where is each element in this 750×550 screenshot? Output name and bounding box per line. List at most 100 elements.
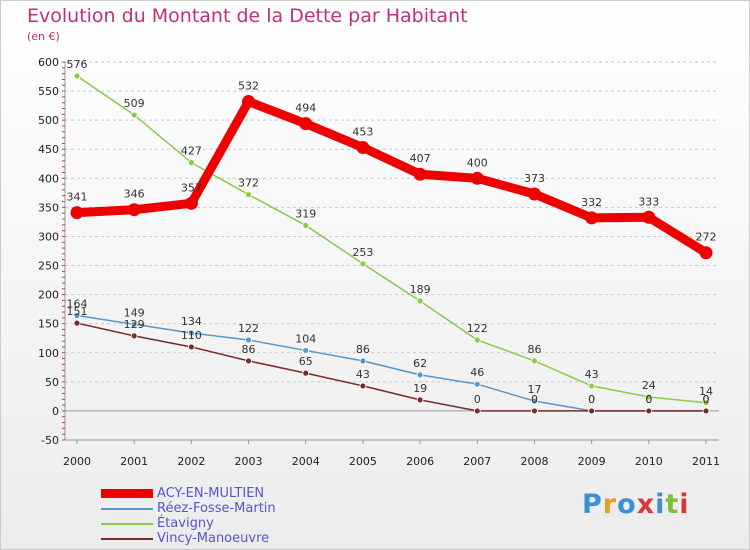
legend-item-3: Vincy-Manoeuvre bbox=[101, 531, 276, 546]
series-0-point-7 bbox=[470, 171, 484, 185]
x-tick-label-10: 2010 bbox=[635, 455, 663, 468]
series-2-label-11: 14 bbox=[699, 385, 713, 398]
legend: ACY-EN-MULTIEN Réez-Fosse-Martin Étavigny V… bbox=[101, 486, 276, 546]
series-1-point-3 bbox=[245, 336, 252, 344]
series-0-point-4 bbox=[299, 117, 313, 131]
series-2-label-6: 189 bbox=[410, 283, 431, 296]
series-0-label-10: 333 bbox=[638, 195, 659, 208]
axis-layer: -50 0 50 100 150 200 250 300 350 400 450 500 550 600 2… bbox=[38, 56, 720, 468]
series-1-point-2 bbox=[187, 329, 195, 337]
series-0-point-9 bbox=[585, 211, 599, 225]
series-3-label-9: 0 bbox=[588, 393, 595, 406]
series-3-label-7: 0 bbox=[474, 393, 481, 406]
series-3-point-1 bbox=[130, 332, 138, 340]
series-1-point-0 bbox=[73, 312, 81, 319]
series-2-point-1 bbox=[130, 111, 138, 119]
series-3-label-6: 19 bbox=[413, 382, 427, 395]
series-0-point-2 bbox=[184, 196, 198, 210]
series-2-label-5: 253 bbox=[352, 246, 373, 259]
y-tick-label-2: 50 bbox=[45, 376, 59, 389]
grid-layer bbox=[65, 61, 719, 441]
series-3-label-5: 43 bbox=[356, 368, 370, 381]
y-tick-label-13: 600 bbox=[38, 56, 59, 69]
series-0-point-1 bbox=[127, 203, 141, 217]
series-1-label-2: 134 bbox=[181, 315, 202, 328]
y-tick-label-4: 150 bbox=[38, 318, 59, 331]
y-tick-label-0: -50 bbox=[41, 434, 59, 447]
series-2-label-9: 43 bbox=[585, 368, 599, 381]
series-3-label-3: 86 bbox=[242, 343, 256, 356]
series-2-label-7: 122 bbox=[467, 322, 488, 335]
series-2-point-0 bbox=[73, 72, 81, 80]
series-3-point-7 bbox=[473, 407, 481, 415]
series-1-point-7 bbox=[473, 380, 481, 388]
series-2-label-10: 24 bbox=[642, 379, 656, 392]
series-2-label-4: 319 bbox=[295, 207, 316, 220]
series-0-point-0 bbox=[70, 206, 84, 220]
series-1-label-7: 46 bbox=[470, 366, 484, 379]
series-1-label-1: 149 bbox=[124, 306, 145, 319]
series-3-point-2 bbox=[187, 343, 195, 351]
y-tick-label-8: 350 bbox=[38, 201, 59, 214]
chart-title: Evolution du Montant de la Dette par Hab… bbox=[27, 5, 468, 27]
series-3-point-10 bbox=[645, 407, 653, 415]
series-2-point-6 bbox=[416, 297, 424, 305]
legend-item-1: Réez-Fosse-Martin bbox=[101, 501, 276, 516]
legend-label-0: ACY-EN-MULTIEN bbox=[157, 486, 265, 501]
y-tick-label-12: 550 bbox=[38, 85, 59, 98]
x-tick-label-4: 2004 bbox=[292, 455, 320, 468]
series-0-label-7: 400 bbox=[467, 156, 488, 169]
legend-label-3: Vincy-Manoeuvre bbox=[157, 531, 270, 546]
x-tick-label-5: 2005 bbox=[349, 455, 377, 468]
series-2-point-9 bbox=[588, 382, 596, 390]
series-line-3 bbox=[76, 322, 707, 412]
series-1-point-1 bbox=[130, 320, 138, 328]
series-2-label-2: 427 bbox=[181, 145, 202, 158]
series-2-label-1: 509 bbox=[124, 97, 145, 110]
series-3-point-5 bbox=[359, 382, 367, 390]
series-0-point-5 bbox=[356, 140, 370, 154]
series-1-point-6 bbox=[416, 371, 424, 379]
series-1-point-4 bbox=[302, 347, 310, 354]
series-line-2 bbox=[76, 75, 707, 404]
proxiti-logo: Proxiti bbox=[582, 489, 690, 520]
y-tick-label-6: 250 bbox=[38, 260, 59, 273]
series-2-point-2 bbox=[187, 159, 195, 167]
series-2-point-4 bbox=[302, 222, 310, 229]
series-3-label-10: 0 bbox=[645, 393, 652, 406]
legend-swatch-3 bbox=[101, 537, 153, 540]
series-3-label-11: 0 bbox=[703, 393, 710, 406]
legend-swatch-0 bbox=[101, 489, 153, 498]
chart-subtitle: (en €) bbox=[27, 30, 60, 43]
series-1-label-6: 62 bbox=[413, 357, 427, 370]
series-0-point-10 bbox=[642, 210, 656, 224]
series-3-label-0: 151 bbox=[67, 305, 88, 318]
legend-item-0: ACY-EN-MULTIEN bbox=[101, 486, 276, 501]
series-3-point-6 bbox=[416, 396, 424, 404]
series-1-label-0: 164 bbox=[67, 298, 88, 311]
y-tick-label-3: 100 bbox=[38, 347, 59, 360]
x-tick-label-0: 2000 bbox=[63, 455, 91, 468]
series-1-label-10: 0 bbox=[645, 393, 652, 406]
x-tick-label-6: 2006 bbox=[406, 455, 434, 468]
series-3-point-8 bbox=[531, 407, 538, 415]
series-line-1 bbox=[76, 314, 707, 412]
legend-swatch-2 bbox=[101, 522, 153, 525]
x-tick-label-11: 2011 bbox=[692, 455, 720, 468]
y-tick-label-7: 300 bbox=[38, 230, 59, 243]
series-0-label-0: 341 bbox=[67, 191, 88, 204]
series-0-label-3: 532 bbox=[238, 80, 259, 93]
x-tick-label-7: 2007 bbox=[463, 455, 491, 468]
legend-label-1: Réez-Fosse-Martin bbox=[157, 501, 276, 516]
series-3-label-1: 129 bbox=[124, 318, 145, 331]
series-2-label-8: 86 bbox=[527, 343, 541, 356]
series-3-point-4 bbox=[302, 369, 310, 377]
series-2-point-5 bbox=[359, 260, 367, 268]
series-0-label-11: 272 bbox=[696, 231, 717, 244]
series-0-point-8 bbox=[527, 187, 541, 201]
y-tick-label-1: 0 bbox=[52, 405, 59, 418]
series-2-point-7 bbox=[473, 336, 481, 344]
series-layer bbox=[70, 72, 713, 415]
